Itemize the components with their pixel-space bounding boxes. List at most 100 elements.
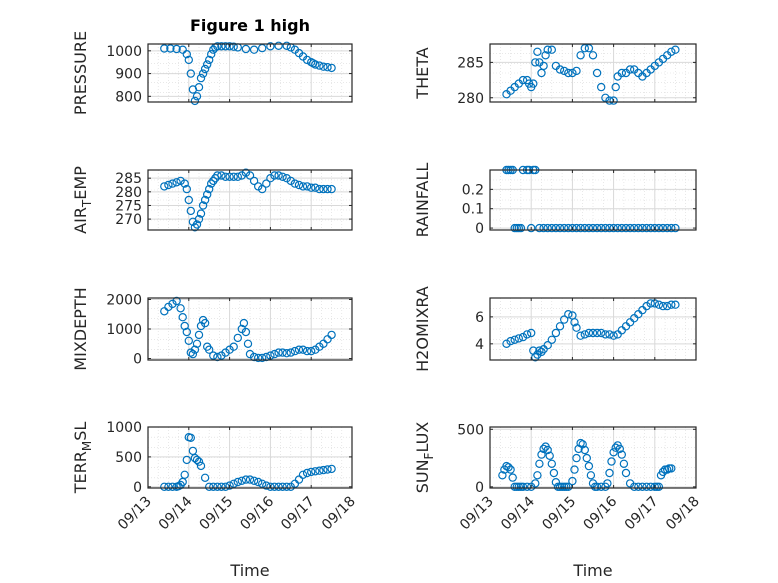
x-tick-label: 09/14	[156, 493, 196, 533]
y-axis-label: PRESSURE	[71, 31, 90, 115]
data-point	[160, 182, 169, 191]
data-point	[192, 339, 202, 348]
data-point	[597, 223, 606, 233]
data-point	[555, 223, 565, 233]
data-point	[537, 450, 546, 459]
data-point	[667, 47, 676, 57]
axes-box	[489, 426, 697, 489]
subplot-rainfall: 0 0.1 0.2 RAINFALL	[413, 163, 697, 237]
data-point	[172, 44, 181, 54]
data-point	[168, 179, 177, 188]
data-point	[671, 223, 680, 233]
data-point	[200, 473, 210, 482]
data-point	[160, 44, 169, 53]
data-point	[213, 42, 222, 51]
data-point	[182, 327, 191, 337]
y-tick-label: 280	[115, 185, 142, 201]
series-markers	[160, 41, 336, 106]
data-point	[533, 47, 542, 57]
data-point	[543, 223, 552, 233]
data-point	[531, 58, 540, 67]
data-point	[198, 69, 208, 78]
data-point	[286, 348, 295, 357]
data-point	[190, 345, 200, 354]
data-point	[307, 467, 316, 477]
y-tick-label: 800	[115, 89, 142, 105]
data-point	[625, 65, 635, 74]
data-point	[580, 330, 590, 339]
data-point	[278, 482, 287, 491]
y-tick-label: 0.2	[462, 182, 484, 198]
data-point	[570, 318, 579, 327]
y-tick-label: 270	[115, 212, 142, 228]
data-point	[327, 184, 336, 194]
data-point	[650, 223, 660, 233]
data-point	[194, 330, 204, 340]
data-point	[213, 482, 222, 491]
data-point	[278, 172, 287, 181]
data-point	[658, 223, 668, 233]
data-point	[551, 478, 561, 487]
data-point	[551, 328, 561, 338]
data-point	[258, 184, 267, 194]
data-point	[543, 341, 552, 350]
data-point	[209, 351, 218, 360]
data-point	[588, 328, 598, 338]
data-point	[667, 223, 676, 233]
data-point	[192, 92, 202, 101]
data-point	[642, 482, 651, 491]
data-point	[302, 346, 312, 356]
data-point	[576, 51, 585, 60]
data-point	[241, 475, 251, 484]
data-point	[663, 223, 672, 233]
data-point	[619, 459, 629, 468]
data-point	[584, 44, 594, 53]
data-point	[327, 63, 336, 73]
data-point	[541, 51, 550, 60]
data-point	[630, 223, 639, 233]
data-point	[543, 445, 552, 455]
data-point	[311, 60, 320, 69]
data-point	[667, 464, 676, 473]
data-point	[237, 476, 246, 485]
x-tick-label: 09/18	[319, 494, 359, 534]
x-tick-label: 09/16	[581, 493, 621, 533]
data-point	[302, 55, 312, 65]
data-point	[568, 223, 577, 233]
data-point	[592, 328, 602, 338]
data-point	[671, 45, 680, 54]
data-point	[160, 482, 169, 491]
x-axis-label: Time	[229, 561, 269, 580]
y-tick-label: 500	[115, 450, 142, 466]
x-tick-label: 09/13	[115, 494, 155, 534]
data-point	[245, 475, 255, 484]
data-point	[508, 473, 517, 482]
data-point	[535, 223, 544, 233]
data-point	[572, 323, 581, 332]
y-tick-label: 4	[475, 337, 484, 353]
subplot-theta: 280 285 THETA	[413, 43, 697, 107]
x-tick-label: 09/13	[457, 494, 497, 534]
data-point	[233, 172, 242, 181]
data-point	[188, 349, 198, 359]
y-tick-label: 900	[115, 67, 142, 83]
data-point	[621, 223, 631, 233]
axes-box	[147, 169, 353, 231]
x-tick-label: 09/15	[539, 494, 579, 534]
data-point	[572, 66, 581, 76]
data-point	[204, 482, 214, 491]
data-point	[204, 345, 214, 354]
data-point	[617, 450, 627, 459]
data-point	[646, 299, 655, 308]
subplot-pressure: 800 900 1000 PRESSURE Figure 1 high	[71, 16, 353, 115]
data-point	[533, 471, 542, 480]
data-point	[298, 182, 308, 191]
data-point	[315, 466, 324, 475]
data-point	[634, 223, 643, 233]
data-point	[580, 223, 590, 233]
data-point	[327, 330, 336, 340]
data-point	[574, 444, 583, 454]
data-point	[319, 184, 328, 194]
data-point	[298, 345, 308, 354]
y-axis-label: AIRTEMP	[71, 166, 94, 234]
